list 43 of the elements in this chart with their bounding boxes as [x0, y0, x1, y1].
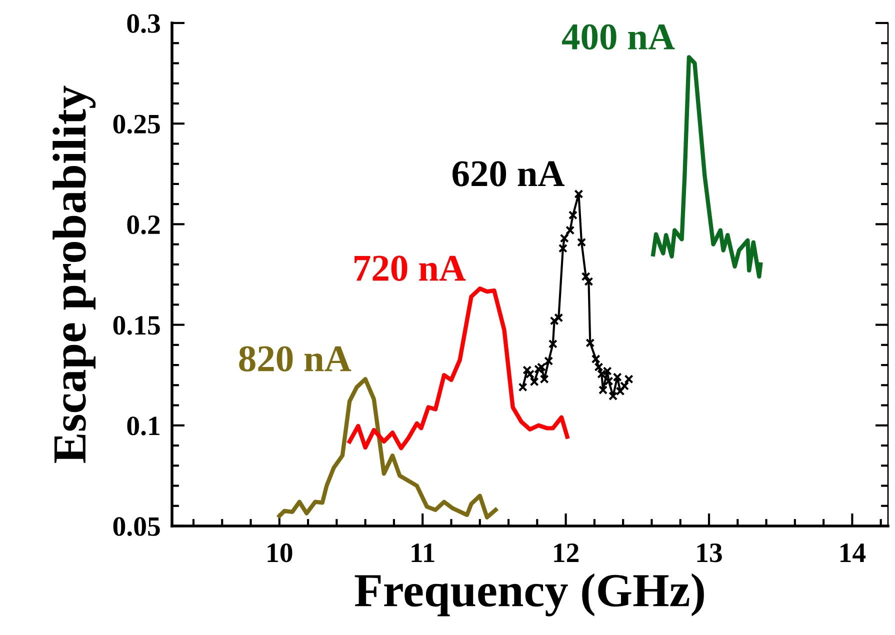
point	[608, 392, 618, 401]
point	[586, 338, 595, 348]
x-tick-label: 10	[268, 543, 292, 562]
point	[584, 277, 594, 286]
point	[594, 362, 604, 372]
point	[574, 190, 584, 199]
point	[548, 339, 558, 348]
point	[522, 366, 532, 375]
point	[616, 386, 625, 396]
point	[560, 234, 569, 243]
point	[591, 354, 600, 364]
y-tick-label: 0.1	[127, 416, 160, 436]
point	[558, 244, 568, 253]
y-axis-title: Escape probability	[52, 86, 96, 463]
point	[568, 210, 578, 220]
y-tick-label: 0.25	[113, 114, 160, 134]
series-label: 400 nA	[562, 24, 675, 50]
point	[525, 370, 535, 379]
x-tick-label: 11	[412, 544, 434, 562]
series-label: 620 nA	[452, 161, 565, 186]
point	[612, 372, 622, 382]
point	[566, 226, 575, 235]
y-tick-label: 0.2	[127, 215, 160, 234]
point	[577, 238, 586, 247]
x-tick-label: 14	[840, 544, 866, 562]
line-series	[277, 377, 498, 520]
x-axis-title: Frequency (GHz)	[354, 573, 704, 616]
y-tick-label: 0.3	[127, 14, 160, 34]
point	[544, 356, 554, 366]
point	[620, 381, 630, 390]
point	[581, 272, 590, 282]
y-tick-label: 0.15	[113, 316, 160, 335]
point	[604, 376, 614, 386]
series-label: 820 nA	[239, 346, 352, 372]
line-series	[651, 55, 763, 279]
y-tick-label: 0.05	[113, 517, 160, 536]
x-tick-label: 12	[554, 544, 578, 562]
x-tick-label: 13	[697, 544, 722, 562]
point	[536, 362, 546, 372]
point	[598, 385, 608, 395]
point	[624, 374, 634, 384]
series-label: 720 nA	[354, 256, 466, 281]
point	[518, 382, 528, 392]
